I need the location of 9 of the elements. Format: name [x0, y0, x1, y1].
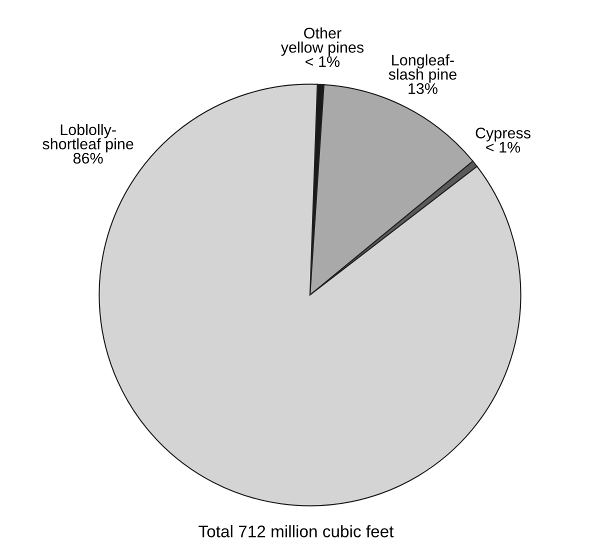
data-label: 13%: [408, 83, 438, 94]
data-label: < 1%: [306, 56, 340, 67]
slice-label: Cypress: [476, 128, 530, 142]
slice-label: Loblolly- shortleaf pine: [42, 124, 134, 152]
text: Total 712 million cubic feet: [198, 525, 394, 538]
data-label: 86%: [73, 152, 103, 164]
slice-label: Other yellow pines: [280, 27, 364, 56]
data-label: < 1%: [486, 142, 520, 153]
slice-label: Longleaf- slash pine: [388, 54, 456, 83]
